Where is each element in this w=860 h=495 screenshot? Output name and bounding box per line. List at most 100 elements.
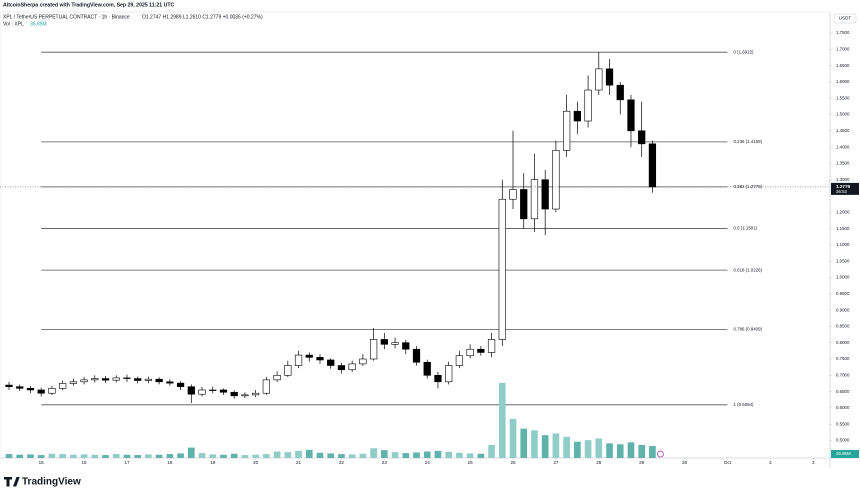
volume-bar [391, 452, 399, 458]
candle-body [563, 110, 571, 151]
candle-body [80, 379, 88, 383]
candle-body [59, 383, 67, 389]
fib-label: 0.786 (0.8409) [733, 327, 762, 332]
candle-body [552, 150, 560, 210]
volume-bar [70, 454, 77, 458]
volume-bar [187, 447, 195, 458]
y-tick-label: 0.5000 [836, 438, 850, 443]
candle-body [584, 89, 592, 122]
x-tick-label: 21 [296, 460, 302, 465]
fib-label: 0.382 (1.2779) [733, 184, 762, 189]
candle-body [423, 361, 431, 376]
candle-body [187, 386, 195, 395]
price-tag-countdown: 36:52 [836, 189, 848, 194]
volume-bar [359, 453, 367, 458]
volume-bar [263, 454, 270, 458]
candle-body [466, 348, 474, 357]
y-tick-label: 1.7000 [836, 46, 850, 51]
volume-bar [509, 418, 517, 458]
candle-body [605, 68, 614, 86]
y-tick-label: 1.3000 [836, 177, 850, 182]
volume-bar [134, 455, 142, 458]
x-tick-label: 18 [167, 460, 173, 465]
candle-body [487, 339, 496, 353]
x-tick-label: 15 [39, 460, 45, 465]
x-tick-label: 28 [596, 460, 602, 465]
candle-body [498, 198, 506, 340]
candle-body [380, 339, 388, 345]
candle-body [477, 348, 485, 353]
y-tick-label: 0.9000 [836, 307, 850, 312]
y-tick-label: 1.4000 [836, 144, 850, 149]
logo-icon [4, 477, 20, 487]
x-tick-label: 25 [468, 460, 474, 465]
candle-body [316, 357, 324, 361]
volume-bar [541, 435, 549, 458]
volume-bar [627, 442, 635, 458]
volume-title: Vol · XPL [3, 21, 24, 27]
candle-body [26, 388, 35, 391]
candle-body [16, 386, 24, 389]
volume-bar [198, 453, 206, 458]
y-tick-label: 1.1000 [836, 242, 850, 247]
symbol: XPL / TetherUS PERPETUAL CONTRACT · 1h ·… [3, 14, 130, 20]
y-tick-label: 0.7000 [836, 372, 850, 377]
volume-bar [402, 453, 410, 458]
x-tick-label: 3 [812, 460, 815, 465]
fib-label: 0.236 (1.4159) [733, 139, 762, 144]
x-tick-label: 22 [339, 460, 345, 465]
candle-body [402, 342, 410, 350]
y-tick-label: 0.8000 [836, 340, 850, 345]
y-tick-label: 1.6500 [836, 63, 850, 68]
candle-body [155, 378, 163, 383]
volume-bar [456, 452, 463, 458]
candle-body [219, 389, 228, 393]
volume-bar [102, 455, 109, 458]
currency: USDT [839, 16, 852, 21]
y-tick-label: 0.5500 [836, 421, 850, 426]
volume-bar [381, 450, 388, 458]
volume-bar [295, 450, 302, 458]
plot-area [0, 11, 831, 459]
candle-body [294, 354, 303, 366]
x-tick-label: 26 [510, 460, 516, 465]
candle-body [284, 365, 292, 376]
volume-bar [59, 454, 66, 458]
volume-bar [423, 451, 431, 458]
fib-label: 0.5 (1.1501) [733, 226, 757, 231]
candle-body [91, 378, 99, 381]
volume-bar [327, 453, 335, 458]
candle-body [305, 354, 313, 358]
volume-bar [145, 454, 152, 458]
volume-bar [477, 453, 485, 458]
y-tick-label: 0.6500 [836, 389, 850, 394]
volume-bar [595, 438, 603, 458]
candle-body [48, 388, 56, 394]
y-tick-label: 0.8500 [836, 324, 850, 329]
volume-bar [606, 443, 613, 458]
candle-body [348, 363, 356, 371]
price-tag-value: 1.2779 [836, 184, 850, 189]
volume-bar [649, 445, 656, 458]
y-tick-label: 1.2000 [836, 209, 850, 214]
y-tick-label: 0.9500 [836, 291, 850, 296]
volume-bar [166, 454, 174, 458]
volume-bar [220, 454, 227, 458]
volume-bar [466, 453, 474, 458]
y-tick-label: 1.7500 [836, 30, 850, 35]
x-tick-label: Oct [724, 460, 732, 465]
candle-body [123, 377, 131, 379]
volume-bar [434, 450, 442, 458]
candle-body [638, 130, 646, 145]
volume-bar [5, 454, 13, 458]
candle-body [198, 389, 206, 395]
y-tick-label: 1.3500 [836, 161, 850, 166]
fib-label: 0 (1.6912) [733, 49, 754, 54]
volume-bar [584, 440, 592, 458]
x-tick-label: 16 [82, 460, 88, 465]
volume-bar [209, 454, 217, 458]
volume-bar [552, 433, 560, 458]
volume-bar [638, 444, 646, 458]
candle-body [616, 84, 624, 101]
